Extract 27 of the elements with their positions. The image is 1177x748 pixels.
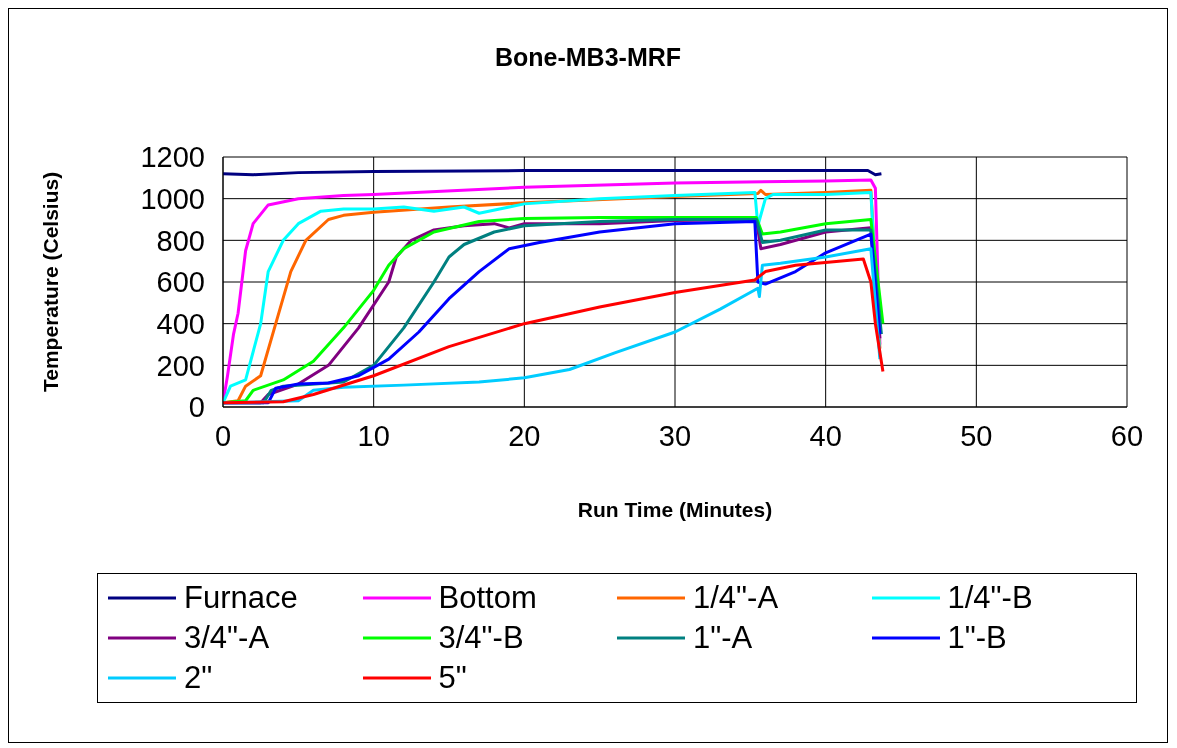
legend-label: 5": [438, 660, 467, 696]
legend-label: Furnace: [184, 580, 298, 616]
legend-label: 1/4"-A: [693, 580, 779, 616]
x-tick-label: 50: [960, 419, 993, 452]
y-tick-label: 1200: [140, 141, 205, 174]
y-tick-label: 0: [188, 391, 205, 424]
x-tick-label: 10: [357, 419, 390, 452]
chart-title: Bone-MB3-MRF: [493, 43, 683, 72]
x-tick-label: 0: [214, 419, 232, 452]
x-tick-label: 40: [809, 419, 842, 452]
legend-label: 3/4"-A: [184, 620, 270, 656]
y-tick-label: 400: [156, 307, 205, 340]
y-tick-label: 800: [156, 224, 205, 257]
legend-label: 1"-B: [947, 620, 1007, 656]
legend-label: 1/4"-B: [947, 580, 1033, 616]
y-axis-title: Temperature (Celsius): [39, 171, 63, 392]
x-tick-label: 30: [658, 419, 692, 452]
x-axis-title: Run Time (Minutes): [577, 497, 773, 521]
x-tick-label: 20: [508, 419, 541, 452]
y-tick-label: 600: [156, 266, 205, 299]
y-tick-label: 1000: [140, 182, 205, 215]
legend-label: 3/4"-B: [438, 620, 524, 656]
legend-label: 2": [184, 660, 213, 696]
x-tick-label: 60: [1110, 419, 1144, 452]
legend-label: Bottom: [438, 580, 537, 616]
legend-label: 1"-A: [693, 620, 753, 656]
y-tick-label: 200: [156, 349, 205, 382]
